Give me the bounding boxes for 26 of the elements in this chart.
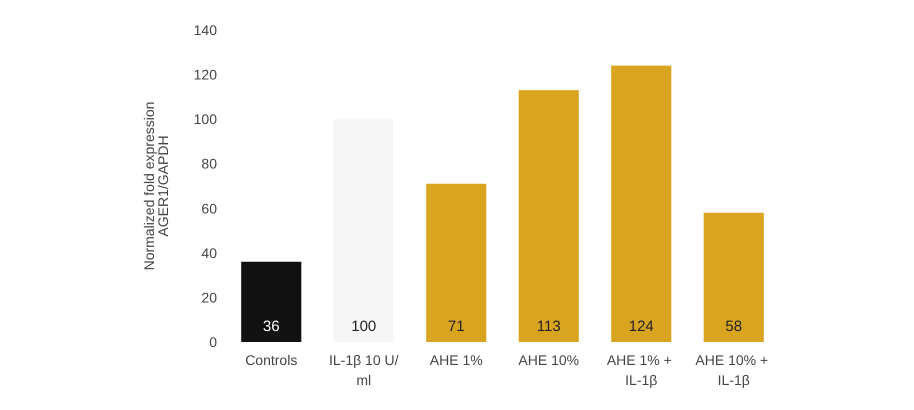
y-tick-label: 100 xyxy=(194,111,218,128)
y-axis-title: Normalized fold expression AGER1/GAPDH xyxy=(141,102,171,270)
bar xyxy=(518,90,579,342)
data-label: 71 xyxy=(448,318,465,335)
y-tick-label: 60 xyxy=(201,200,218,216)
data-label: 58 xyxy=(725,318,742,335)
y-tick-label: 80 xyxy=(201,156,218,172)
y-tick-label: 40 xyxy=(201,244,218,261)
bar xyxy=(611,66,672,342)
x-tick-label: AHE 1% xyxy=(430,352,483,368)
bar xyxy=(704,212,764,342)
bar xyxy=(426,184,486,342)
data-label: 124 xyxy=(628,318,654,335)
data-label: 100 xyxy=(351,318,376,335)
data-label: 113 xyxy=(536,318,561,335)
x-tick-label: IL-1β 10 U/ml xyxy=(328,352,399,388)
y-tick-label: 140 xyxy=(194,22,218,38)
y-tick-label: 0 xyxy=(209,334,218,350)
x-tick-label: AHE 10% xyxy=(518,352,580,368)
y-tick-label: 120 xyxy=(194,66,218,83)
y-tick-label: 20 xyxy=(201,289,218,306)
data-label: 36 xyxy=(262,318,280,335)
x-tick-label: AHE 10% + IL-1β xyxy=(695,352,772,388)
x-tick-label: Controls xyxy=(245,352,298,368)
x-tick-label: AHE 1% + IL-1β xyxy=(606,352,676,388)
bar xyxy=(241,262,302,342)
